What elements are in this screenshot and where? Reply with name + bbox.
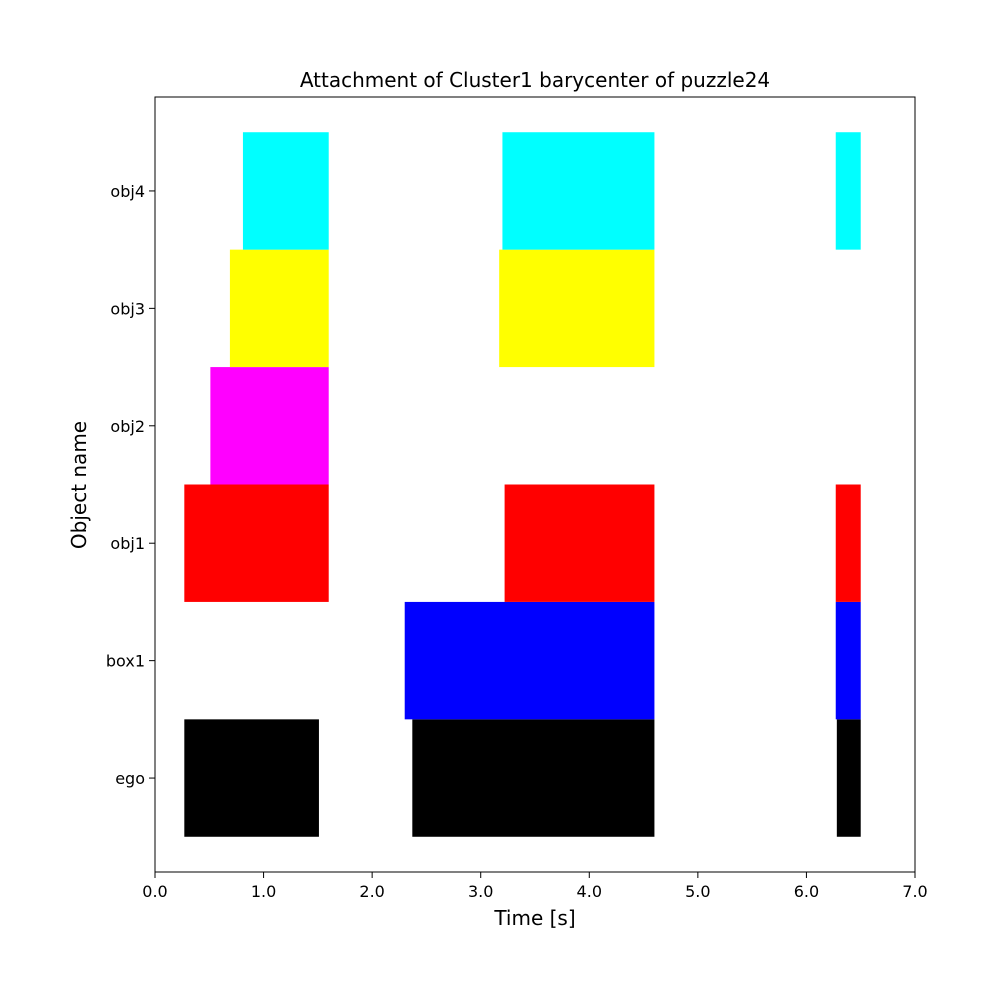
y-tick-label: box1 — [106, 652, 145, 671]
bar-obj1-0 — [184, 484, 329, 602]
bar-box1-0 — [404, 601, 655, 720]
x-tick-label: 7.0 — [902, 882, 927, 901]
bar-obj3-1 — [499, 249, 655, 368]
bar-box1-1 — [835, 601, 861, 720]
y-tick-label: ego — [115, 769, 145, 788]
chart-title: Attachment of Cluster1 barycenter of puz… — [300, 68, 770, 92]
y-axis-label: Object name — [67, 421, 91, 549]
y-tick-label: obj2 — [110, 417, 145, 436]
x-tick-label: 3.0 — [468, 882, 493, 901]
bars-group — [184, 132, 861, 837]
x-tick-label: 5.0 — [685, 882, 710, 901]
bar-obj4-0 — [242, 132, 329, 250]
plot-frame — [154, 96, 916, 873]
bar-ego-0 — [184, 719, 319, 837]
bar-obj1-2 — [835, 484, 861, 602]
bar-obj2-0 — [210, 367, 329, 485]
bar-obj4-1 — [502, 132, 655, 250]
bar-obj3-0 — [229, 249, 329, 368]
x-tick-label: 1.0 — [251, 882, 276, 901]
x-tick-label: 2.0 — [359, 882, 384, 901]
x-tick-label: 4.0 — [577, 882, 602, 901]
bar-ego-2 — [836, 719, 861, 837]
x-axis-label: Time [s] — [493, 906, 575, 930]
y-tick-label: obj3 — [110, 299, 145, 318]
y-tick-label: obj4 — [110, 182, 145, 201]
y-axis: ego box1 obj1 obj2 obj3 obj4 — [106, 182, 155, 788]
bar-obj1-1 — [504, 484, 655, 602]
y-tick-label: obj1 — [110, 534, 145, 553]
x-tick-label: 0.0 — [142, 882, 167, 901]
bar-ego-1 — [412, 719, 655, 837]
x-tick-label: 6.0 — [794, 882, 819, 901]
x-axis: 0.0 1.0 2.0 3.0 4.0 5.0 6.0 7.0 — [142, 872, 928, 901]
bar-obj4-2 — [835, 132, 861, 250]
